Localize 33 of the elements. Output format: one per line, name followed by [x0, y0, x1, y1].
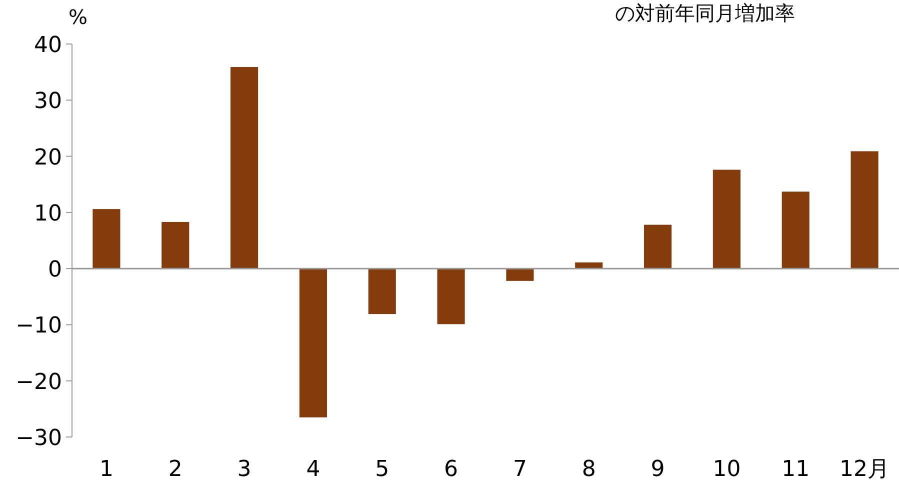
x-tick-label: 10	[712, 457, 741, 482]
y-tick-label: 0	[48, 258, 62, 283]
x-tick-label: 6	[444, 457, 458, 482]
y-tick-label: 10	[34, 201, 62, 226]
bar	[162, 222, 190, 269]
y-tick-label: 20	[34, 145, 62, 170]
y-tick-label: 30	[34, 89, 62, 114]
bar	[230, 67, 258, 269]
y-tick-label: −30	[16, 426, 62, 451]
bar	[782, 192, 810, 269]
x-tick-label: 4	[306, 457, 320, 482]
x-tick-label: 1	[99, 457, 114, 482]
x-tick-label: 3	[237, 457, 252, 482]
x-tick-label: 5	[375, 457, 390, 482]
x-tick-label: 12月	[840, 457, 890, 482]
y-tick-label: −20	[16, 370, 62, 395]
bar	[437, 268, 465, 324]
x-tick-label: 9	[650, 457, 665, 482]
bar	[368, 268, 396, 314]
bar	[850, 151, 878, 269]
bar	[712, 170, 740, 269]
x-tick-label: 7	[512, 457, 527, 482]
x-tick-label: 8	[582, 457, 596, 482]
x-tick-label: 2	[168, 457, 182, 482]
y-tick-label: 40	[34, 33, 62, 58]
bar	[506, 268, 534, 281]
y-tick-label: −10	[16, 314, 62, 339]
x-tick-label: 11	[782, 457, 810, 482]
bar	[644, 224, 672, 269]
chart-title: の対前年同月増加率	[615, 1, 795, 25]
bar	[92, 209, 120, 269]
y-axis-title: %	[68, 5, 88, 29]
bar	[299, 268, 327, 418]
